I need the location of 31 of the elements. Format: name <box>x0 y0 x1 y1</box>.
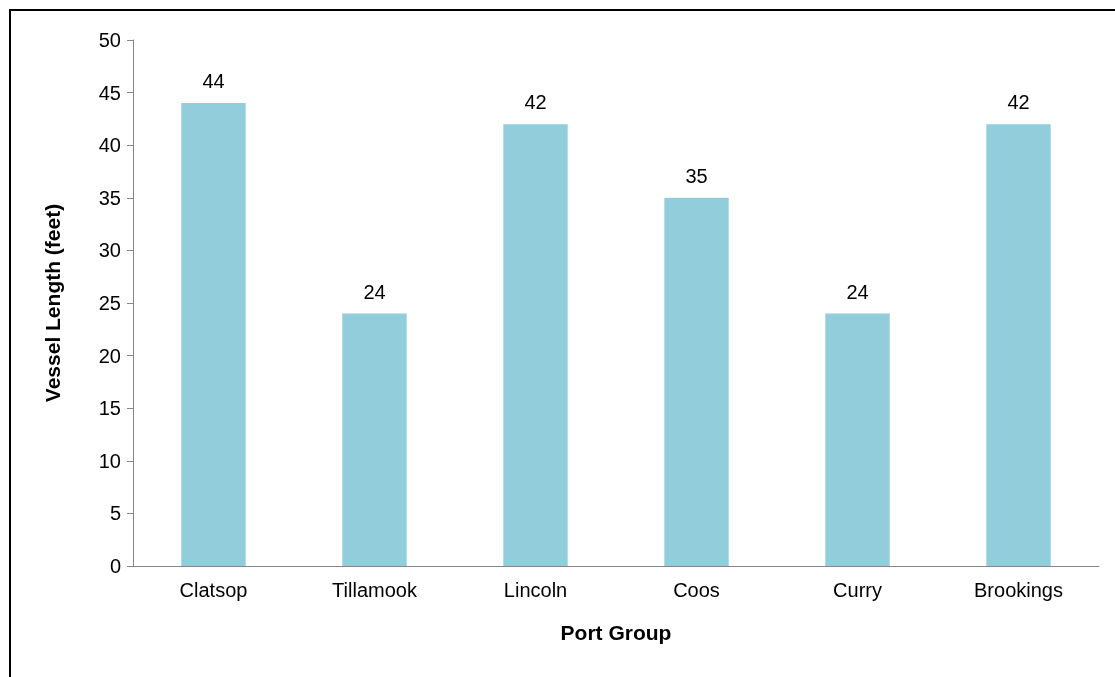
y-tick-label: 45 <box>98 81 121 104</box>
y-tick-label: 25 <box>98 292 121 314</box>
data-label: 44 <box>202 70 225 93</box>
bar <box>986 124 1051 566</box>
y-tick-label: 30 <box>98 239 121 262</box>
data-label: 35 <box>685 164 708 187</box>
x-tick-label: Coos <box>673 579 720 601</box>
x-tick-label: Tillamook <box>332 579 418 601</box>
x-tick-label: Curry <box>833 579 882 601</box>
x-axis-title: Port Group <box>560 621 672 644</box>
x-tick-label: Brookings <box>974 579 1063 601</box>
bar <box>181 103 246 566</box>
bar <box>664 197 729 566</box>
bar <box>825 313 890 566</box>
y-tick-label: 20 <box>98 344 121 367</box>
data-label: 42 <box>524 91 547 114</box>
y-tick-label: 5 <box>109 502 121 525</box>
y-tick-label: 10 <box>98 449 121 472</box>
y-tick-label: 15 <box>98 397 121 420</box>
y-tick-label: 35 <box>98 186 121 209</box>
y-tick-label: 40 <box>98 134 121 157</box>
data-label: 42 <box>1007 91 1030 114</box>
x-tick-label: Lincoln <box>503 579 568 601</box>
x-tick-label: Clatsop <box>179 579 248 601</box>
bar <box>342 313 407 566</box>
y-tick-label: 50 <box>98 29 121 51</box>
bar <box>503 124 568 566</box>
data-label: 24 <box>846 280 869 303</box>
y-axis-title: Vessel Length (feet) <box>41 203 64 403</box>
data-label: 24 <box>363 280 386 303</box>
y-tick-label: 0 <box>109 555 121 577</box>
